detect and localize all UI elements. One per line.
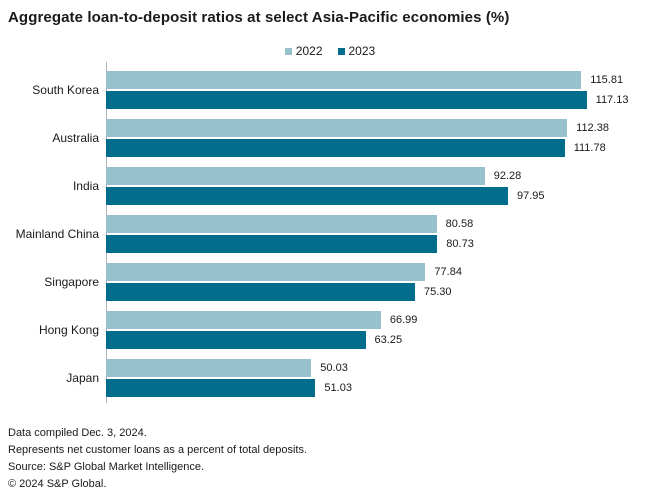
bar-line-2022: 77.84 (106, 263, 660, 281)
legend-swatch-icon (337, 47, 345, 55)
category-label: India (72, 179, 99, 193)
legend-label: 2022 (295, 44, 323, 58)
category-label: Japan (66, 371, 99, 385)
chart-row-australia: Australia 112.38 111.78 (0, 114, 660, 162)
value-label: 80.73 (446, 238, 474, 250)
bar-line-2022: 92.28 (106, 167, 660, 185)
value-label: 51.03 (324, 382, 352, 394)
bar-2022-singapore (106, 263, 426, 281)
bar-group-japan: 50.03 51.03 (106, 354, 660, 402)
value-label: 112.38 (576, 122, 609, 134)
bar-line-2023: 63.25 (106, 331, 660, 349)
value-label: 66.99 (389, 314, 418, 326)
bar-line-2023: 51.03 (106, 379, 660, 397)
category-label: South Korea (32, 83, 99, 97)
chart-row-japan: Japan 50.03 51.03 (0, 354, 660, 402)
legend-item-2023: 2023 (337, 44, 376, 58)
bar-line-2023: 80.73 (106, 235, 660, 253)
bar-2023-hong-kong (106, 331, 366, 349)
bar-2023-south-korea (106, 91, 587, 109)
value-label: 111.78 (573, 142, 606, 154)
bar-group-australia: 112.38 111.78 (106, 114, 660, 162)
value-label: 77.84 (434, 266, 462, 278)
legend-label: 2023 (348, 44, 376, 58)
value-label: 63.25 (374, 334, 403, 346)
bar-2023-japan (106, 379, 316, 397)
bar-2022-japan (106, 359, 312, 377)
chart-title: Aggregate loan-to-deposit ratios at sele… (8, 9, 510, 26)
chart-row-south-korea: South Korea 115.81 117.13 (0, 66, 660, 114)
footnote-line: Data compiled Dec. 3, 2024. (8, 427, 147, 439)
chart-row-india: India 92.28 97.95 (0, 162, 660, 210)
category-label: Mainland China (15, 227, 99, 241)
bar-2022-mainland-china (106, 215, 437, 233)
value-label: 75.30 (424, 286, 452, 298)
value-label: 115.81 (590, 74, 624, 86)
bar-group-hong-kong: 66.99 63.25 (106, 306, 660, 354)
value-label: 92.28 (493, 170, 522, 182)
value-label: 80.58 (445, 218, 474, 230)
bar-line-2022: 80.58 (106, 215, 660, 233)
chart-row-mainland-china: Mainland China 80.58 80.73 (0, 210, 660, 258)
footnote-line: © 2024 S&P Global. (8, 478, 107, 490)
bar-2023-singapore (106, 283, 416, 301)
bar-2023-india (106, 187, 508, 205)
bar-line-2023: 117.13 (106, 91, 660, 109)
bar-line-2023: 111.78 (106, 139, 660, 157)
value-label: 97.95 (516, 190, 545, 202)
chart-legend: 2022 2023 (0, 44, 660, 58)
bar-line-2022: 115.81 (106, 71, 660, 89)
bar-group-singapore: 77.84 75.30 (106, 258, 660, 306)
bar-line-2023: 75.30 (106, 283, 660, 301)
bar-2022-australia (106, 119, 568, 137)
bar-2022-hong-kong (106, 311, 381, 329)
category-label: Australia (52, 131, 99, 145)
footer-notes: Data compiled Dec. 3, 2024. Represents ne… (8, 425, 307, 493)
footnote-line: Source: S&P Global Market Intelligence. (8, 461, 205, 473)
category-label: Hong Kong (38, 323, 99, 337)
bar-line-2023: 97.95 (106, 187, 660, 205)
chart-row-singapore: Singapore 77.84 75.30 (0, 258, 660, 306)
chart-row-hong-kong: Hong Kong 66.99 63.25 (0, 306, 660, 354)
bar-2023-australia (106, 139, 565, 157)
legend-swatch-icon (284, 47, 292, 55)
footnote-line: Represents net customer loans as a perce… (8, 444, 307, 456)
plot-area: South Korea 115.81 117.13 Australia 112.38 11… (0, 62, 660, 402)
bar-group-south-korea: 115.81 117.13 (106, 66, 660, 114)
bar-2022-india (106, 167, 485, 185)
legend-item-2022: 2022 (284, 44, 323, 58)
value-label: 50.03 (320, 362, 348, 374)
bar-2023-mainland-china (106, 235, 438, 253)
bar-line-2022: 66.99 (106, 311, 660, 329)
category-label: Singapore (44, 275, 99, 289)
value-label: 117.13 (595, 94, 629, 106)
bar-2022-south-korea (106, 71, 582, 89)
bar-line-2022: 112.38 (106, 119, 660, 137)
bar-group-mainland-china: 80.58 80.73 (106, 210, 660, 258)
bar-line-2022: 50.03 (106, 359, 660, 377)
bar-group-india: 92.28 97.95 (106, 162, 660, 210)
